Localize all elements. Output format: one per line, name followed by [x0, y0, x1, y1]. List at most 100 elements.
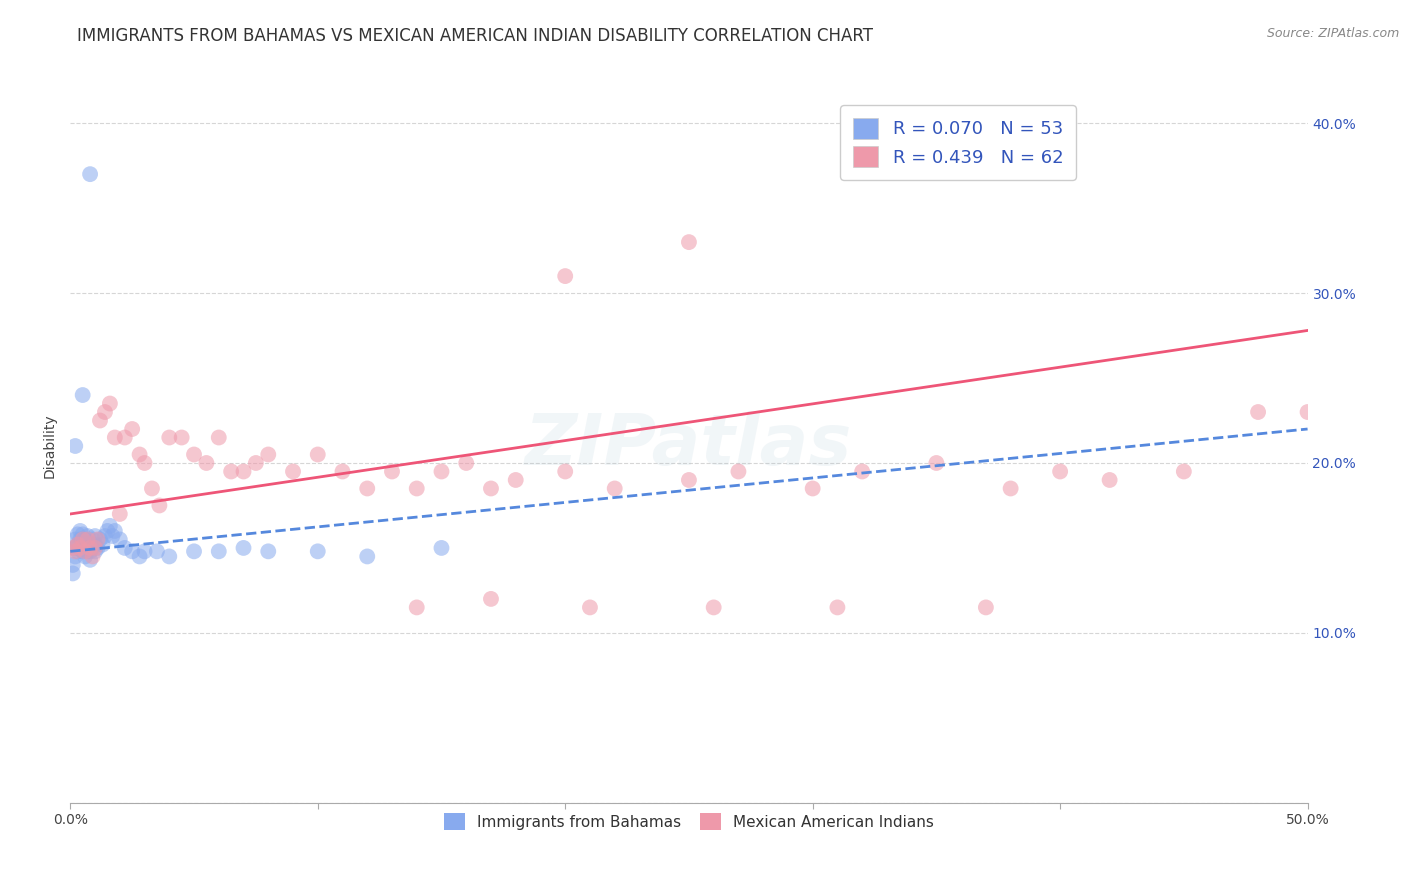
Point	[76, 529, 98, 543]
Point	[69, 541, 91, 555]
Point	[69, 541, 91, 555]
Point	[84, 544, 107, 558]
Point	[79, 544, 101, 558]
Point	[170, 430, 193, 444]
Point	[76, 537, 98, 551]
Point	[84, 541, 107, 555]
Point	[84, 529, 107, 543]
Point	[1296, 405, 1319, 419]
Point	[232, 541, 254, 555]
Point	[332, 465, 354, 479]
Point	[405, 482, 427, 496]
Point	[75, 541, 97, 555]
Point	[703, 600, 725, 615]
Point	[91, 537, 114, 551]
Point	[257, 544, 280, 558]
Point	[66, 527, 89, 541]
Point	[134, 544, 156, 558]
Point	[219, 465, 242, 479]
Point	[72, 388, 94, 402]
Point	[79, 541, 101, 555]
Point	[678, 473, 700, 487]
Point	[1173, 465, 1195, 479]
Point	[66, 544, 89, 558]
Point	[121, 422, 143, 436]
Point	[76, 533, 98, 547]
Point	[82, 541, 104, 555]
Point	[98, 396, 121, 410]
Point	[75, 549, 97, 564]
Point	[232, 465, 254, 479]
Point	[72, 536, 94, 550]
Point	[925, 456, 948, 470]
Point	[104, 524, 127, 538]
Point	[307, 448, 329, 462]
Y-axis label: Disability: Disability	[44, 414, 58, 478]
Point	[141, 482, 163, 496]
Point	[86, 533, 108, 547]
Point	[456, 456, 478, 470]
Point	[72, 544, 94, 558]
Point	[554, 465, 576, 479]
Point	[65, 439, 87, 453]
Point	[381, 465, 404, 479]
Point	[1247, 405, 1270, 419]
Point	[79, 536, 101, 550]
Point	[430, 541, 453, 555]
Point	[128, 448, 150, 462]
Point	[62, 558, 84, 572]
Point	[183, 544, 205, 558]
Point	[1098, 473, 1121, 487]
Point	[75, 533, 97, 547]
Point	[62, 566, 84, 581]
Point	[827, 600, 849, 615]
Point	[104, 430, 127, 444]
Point	[195, 456, 218, 470]
Point	[65, 541, 87, 555]
Point	[121, 544, 143, 558]
Point	[128, 549, 150, 564]
Point	[89, 413, 111, 427]
Point	[98, 519, 121, 533]
Point	[114, 430, 136, 444]
Point	[65, 549, 87, 564]
Text: Source: ZIPAtlas.com: Source: ZIPAtlas.com	[1267, 27, 1399, 40]
Point	[108, 507, 131, 521]
Point	[94, 405, 117, 419]
Point	[356, 482, 378, 496]
Point	[603, 482, 626, 496]
Point	[101, 529, 124, 543]
Point	[281, 465, 304, 479]
Point	[579, 600, 602, 615]
Point	[430, 465, 453, 479]
Point	[157, 549, 180, 564]
Point	[208, 544, 231, 558]
Point	[79, 167, 101, 181]
Point	[69, 533, 91, 547]
Point	[82, 533, 104, 547]
Point	[727, 465, 749, 479]
Point	[82, 549, 104, 564]
Point	[554, 269, 576, 284]
Point	[257, 448, 280, 462]
Point	[62, 541, 84, 555]
Point	[66, 537, 89, 551]
Point	[94, 529, 117, 543]
Text: ZIPatlas: ZIPatlas	[526, 411, 852, 481]
Point	[1000, 482, 1022, 496]
Legend: Immigrants from Bahamas, Mexican American Indians: Immigrants from Bahamas, Mexican America…	[436, 805, 942, 838]
Point	[479, 591, 502, 606]
Point	[1049, 465, 1071, 479]
Point	[134, 456, 156, 470]
Point	[66, 537, 89, 551]
Point	[974, 600, 997, 615]
Point	[72, 527, 94, 541]
Point	[157, 430, 180, 444]
Point	[86, 541, 108, 555]
Point	[851, 465, 873, 479]
Point	[65, 544, 87, 558]
Point	[65, 533, 87, 547]
Point	[84, 537, 107, 551]
Point	[108, 533, 131, 547]
Point	[114, 541, 136, 555]
